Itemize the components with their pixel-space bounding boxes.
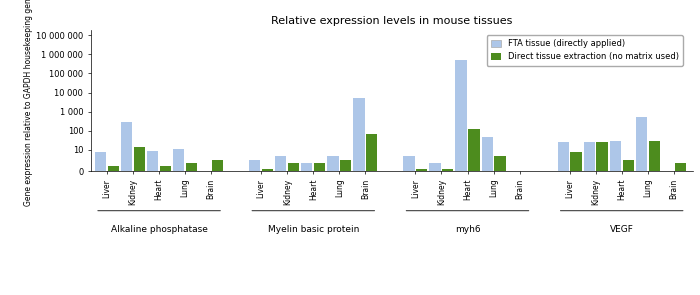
Text: Myelin basic protein: Myelin basic protein <box>267 225 359 234</box>
Bar <box>416 169 428 171</box>
Bar <box>482 137 493 171</box>
Bar <box>675 163 686 171</box>
Bar <box>403 156 414 171</box>
Bar <box>173 149 184 171</box>
Bar <box>494 156 505 171</box>
Bar <box>340 160 351 171</box>
Bar <box>160 165 171 171</box>
Bar <box>622 160 634 171</box>
Bar <box>584 142 595 171</box>
Text: myh6: myh6 <box>455 225 480 234</box>
Bar <box>108 165 119 171</box>
Bar <box>262 169 273 171</box>
Bar <box>249 160 260 171</box>
Bar <box>610 141 621 171</box>
Bar <box>212 160 223 171</box>
Bar <box>354 98 365 171</box>
Text: Alkaline phosphatase: Alkaline phosphatase <box>111 225 207 234</box>
Bar <box>301 163 312 171</box>
Bar <box>442 169 454 171</box>
Bar <box>314 163 326 171</box>
Bar <box>636 117 647 171</box>
Bar <box>366 134 377 171</box>
Bar <box>95 152 106 171</box>
Bar <box>596 142 608 171</box>
Bar <box>648 141 660 171</box>
Bar <box>134 147 145 171</box>
Bar <box>570 152 582 171</box>
Bar <box>468 129 480 171</box>
Bar <box>147 151 158 171</box>
Bar <box>456 60 467 171</box>
Bar <box>186 163 197 171</box>
Text: VEGF: VEGF <box>610 225 634 234</box>
Title: Relative expression levels in mouse tissues: Relative expression levels in mouse tiss… <box>272 16 512 26</box>
Legend: FTA tissue (directly applied), Direct tissue extraction (no matrix used): FTA tissue (directly applied), Direct ti… <box>486 35 682 65</box>
Bar <box>429 163 441 171</box>
Bar <box>328 156 339 171</box>
Y-axis label: Gene expression relative to GAPDH housekeeping gene: Gene expression relative to GAPDH housek… <box>25 0 34 206</box>
Bar <box>275 156 286 171</box>
Bar <box>558 142 569 171</box>
Bar <box>288 163 300 171</box>
Bar <box>121 122 132 171</box>
